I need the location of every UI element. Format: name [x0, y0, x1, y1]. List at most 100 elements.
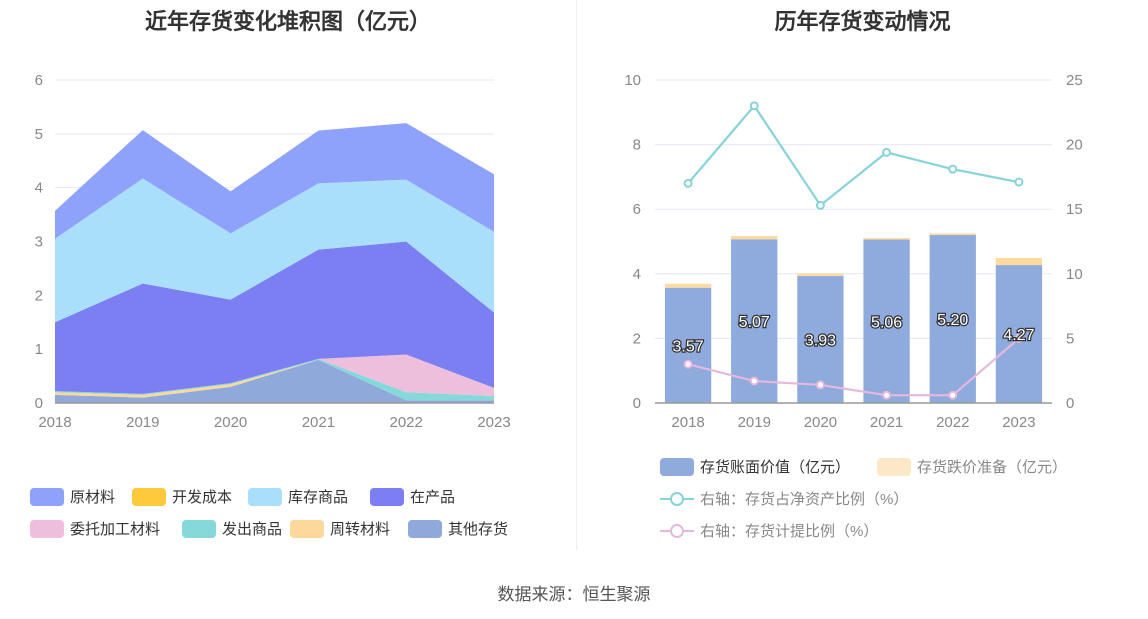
legend-swatch: [877, 457, 911, 476]
legend-label: 周转材料: [330, 521, 391, 538]
bar-存货账面价值（亿元）: [929, 235, 976, 403]
legend-swatch: [132, 487, 166, 506]
line-point: [683, 178, 693, 188]
bar-存货账面价值（亿元）: [664, 287, 712, 403]
panel-divider: [576, 0, 577, 550]
bar-value-label: 3.93: [805, 333, 836, 350]
area-series-原材料: [55, 123, 494, 239]
legend-label: 原材料: [70, 489, 116, 506]
y-tick-label: 4: [35, 180, 43, 197]
legend-item[interactable]: 存货跌价准备（亿元）: [877, 456, 1067, 477]
legend-item[interactable]: 存货账面价值（亿元）: [660, 456, 850, 477]
bar-存货跌价准备（亿元）: [863, 237, 910, 240]
area-series-其他存货: [55, 359, 494, 403]
x-tick-label: 2020: [214, 414, 247, 431]
line-point: [948, 390, 958, 400]
x-tick-label: 2023: [477, 414, 510, 431]
y2-tick-label: 20: [1066, 137, 1083, 154]
legend-label: 右轴：存货计提比例（%）: [700, 523, 879, 540]
y2-tick-label: 5: [1066, 330, 1074, 347]
bar-value-label: 5.07: [739, 314, 770, 331]
legend-item[interactable]: 周转材料: [290, 518, 390, 539]
y2-tick-label: 25: [1066, 72, 1083, 89]
legend-item[interactable]: 发出商品: [182, 518, 282, 539]
legend-label: 右轴：存货占净资产比例（%）: [700, 491, 909, 508]
legend-swatch: [182, 519, 216, 538]
line-point: [683, 359, 693, 369]
legend-label: 在产品: [410, 489, 456, 506]
legend-label: 其他存货: [448, 521, 509, 538]
legend-label: 发出商品: [222, 521, 283, 538]
bar-存货跌价准备（亿元）: [731, 236, 778, 240]
legend-swatch: [290, 519, 324, 538]
area-series-在产品: [55, 241, 494, 394]
x-tick-label: 2022: [936, 414, 969, 431]
bar-value-label: 5.20: [937, 312, 968, 329]
legend-label: 委托加工材料: [70, 521, 161, 538]
y2-tick-label: 15: [1066, 201, 1083, 218]
legend-swatch: [30, 519, 64, 538]
bar-value-label: 4.27: [1003, 327, 1034, 344]
legend-swatch: [248, 487, 282, 506]
line-point: [882, 147, 892, 157]
legend-item[interactable]: 开发成本: [132, 486, 232, 507]
x-tick-label: 2018: [38, 414, 71, 431]
right-chart-title: 历年存货变动情况: [774, 9, 951, 34]
y-tick-label: 2: [633, 330, 641, 347]
x-tick-label: 2021: [870, 414, 903, 431]
line-point: [749, 376, 759, 386]
legend-item[interactable]: 原材料: [30, 486, 115, 507]
y-tick-label: 0: [633, 395, 641, 412]
inventory-bar-line-chart: 0 2 4 6 8 10 0 5 10 15 20 25 2018 2019 2020 2021 2022 202…: [624, 72, 1083, 431]
y-tick-label: 10: [624, 72, 641, 89]
legend-label: 存货跌价准备（亿元）: [917, 459, 1068, 476]
bar-存货账面价值（亿元）: [863, 239, 910, 403]
bar-存货跌价准备（亿元）: [797, 273, 844, 277]
y-tick-label: 5: [35, 126, 43, 143]
x-tick-label: 2023: [1002, 414, 1035, 431]
legend-item[interactable]: 在产品: [370, 486, 455, 507]
y-tick-label: 1: [35, 341, 43, 358]
y2-tick-label: 0: [1066, 395, 1074, 412]
line-右轴：存货计提比例（%）: [687, 337, 1020, 397]
y-tick-label: 8: [633, 137, 641, 154]
x-tick-label: 2019: [126, 414, 159, 431]
x-tick-label: 2018: [671, 414, 704, 431]
legend-label: 存货账面价值（亿元）: [700, 459, 851, 476]
y-tick-label: 2: [35, 287, 43, 304]
legend-swatch: [660, 490, 694, 508]
line-point: [948, 164, 958, 174]
legend-swatch: [660, 457, 694, 476]
legend-item[interactable]: 右轴：存货占净资产比例（%）: [660, 488, 908, 509]
line-右轴：存货占净资产比例（%）: [687, 104, 1020, 207]
area-series-库存商品: [55, 178, 494, 323]
line-point: [882, 390, 892, 400]
y-tick-label: 6: [633, 201, 641, 218]
legend-swatch: [370, 487, 404, 506]
legend-item[interactable]: 委托加工材料: [30, 518, 160, 539]
bar-存货跌价准备（亿元）: [664, 283, 712, 288]
y-tick-label: 3: [35, 234, 43, 251]
bar-value-label: 3.57: [673, 338, 704, 355]
y-tick-label: 6: [35, 72, 43, 89]
legend-item[interactable]: 右轴：存货计提比例（%）: [660, 520, 878, 541]
bar-存货跌价准备（亿元）: [929, 233, 976, 236]
x-tick-label: 2019: [738, 414, 771, 431]
bar-存货跌价准备（亿元）: [995, 257, 1043, 266]
legend-item[interactable]: 其他存货: [408, 518, 508, 539]
area-series-委托加工材料: [55, 354, 494, 397]
left-chart-title: 近年存货变化堆积图（亿元）: [144, 9, 431, 34]
stacked-area-chart-panel: 近年存货变化堆积图（亿元） 0 1 2 3 4 5 6 2018 2019 2020 2021 202…: [0, 0, 576, 560]
bar-value-label: 5.06: [871, 314, 902, 331]
legend-label: 开发成本: [172, 489, 233, 506]
x-tick-label: 2021: [302, 414, 335, 431]
y2-tick-label: 10: [1066, 266, 1083, 283]
line-point: [749, 101, 759, 111]
line-point: [815, 200, 825, 210]
legend-label: 库存商品: [288, 489, 349, 506]
x-tick-label: 2020: [804, 414, 837, 431]
line-point: [1014, 333, 1024, 343]
legend-item[interactable]: 库存商品: [248, 486, 348, 507]
y-tick-label: 4: [633, 266, 641, 283]
line-point: [815, 380, 825, 390]
